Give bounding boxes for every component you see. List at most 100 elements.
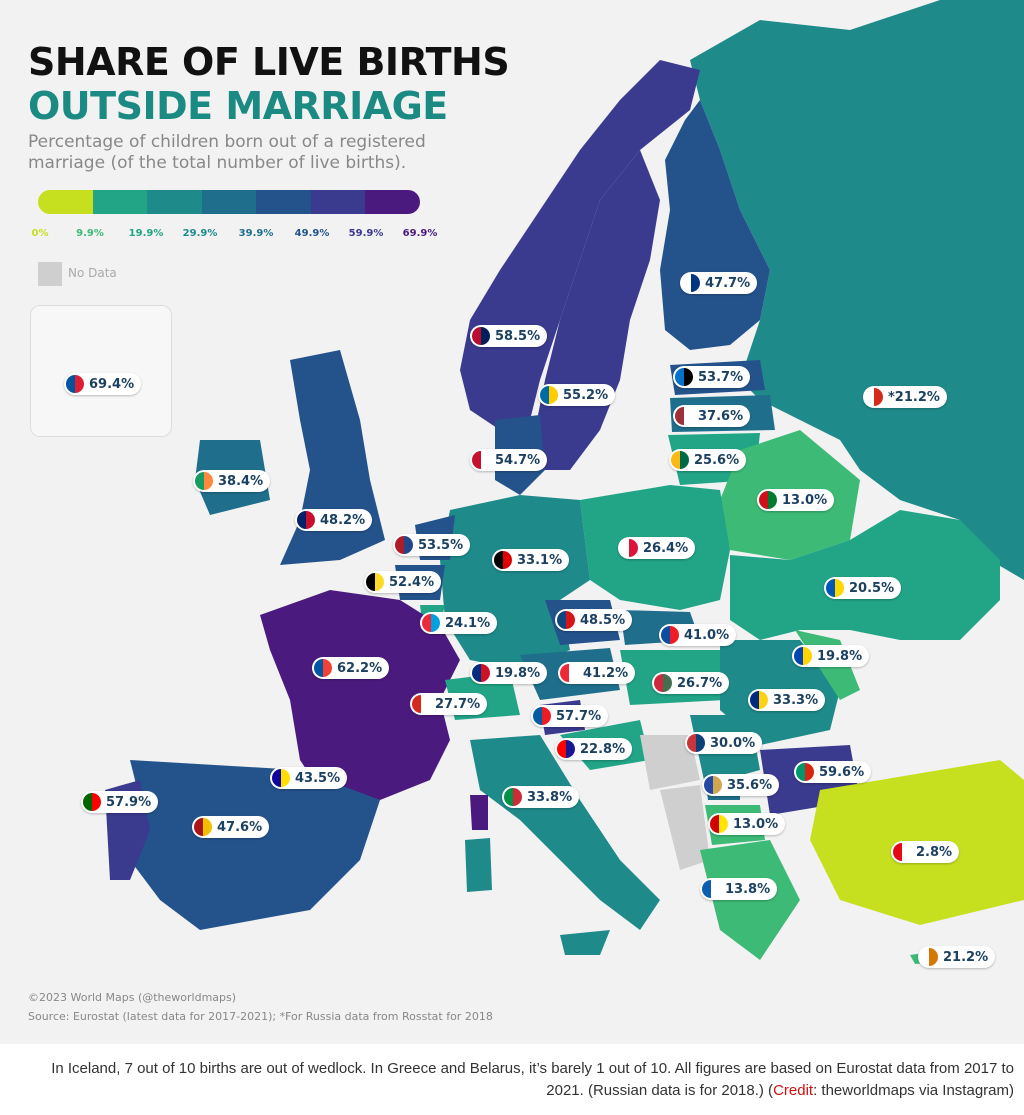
country-value: 37.6% [698, 408, 744, 424]
denmark-flag-icon [472, 451, 490, 469]
country-value: 13.0% [782, 492, 828, 508]
country-label-portugal: 57.9% [81, 791, 159, 813]
country-label-belgium: 52.4% [364, 571, 442, 593]
country-value: 22.8% [580, 741, 626, 757]
country-value: 58.5% [495, 328, 541, 344]
country-label-slovakia: 41.0% [659, 624, 737, 646]
country-value: 35.6% [727, 777, 773, 793]
country-value: 30.0% [710, 735, 756, 751]
country-label-belarus: 13.0% [757, 489, 835, 511]
country-value: 43.5% [295, 770, 341, 786]
country-value: 57.9% [106, 794, 152, 810]
country-label-ireland: 38.4% [193, 470, 271, 492]
country-label-germany: 33.1% [492, 549, 570, 571]
region-united-kingdom [280, 350, 385, 565]
country-value: 53.5% [418, 537, 464, 553]
moldova-flag-icon [794, 647, 812, 665]
legend-tick-label: 19.9% [128, 228, 164, 239]
country-value: 13.0% [733, 816, 779, 832]
country-value: 47.6% [217, 819, 263, 835]
country-label-norway: 58.5% [470, 325, 548, 347]
ireland-flag-icon [195, 472, 213, 490]
credit-line-1: ©2023 World Maps (@theworldmaps) [28, 991, 237, 1004]
country-label-liechtenstein: 19.8% [470, 662, 548, 684]
country-label-andorra: 43.5% [270, 767, 348, 789]
ukraine-flag-icon [826, 579, 844, 597]
belgium-flag-icon [366, 573, 384, 591]
latvia-flag-icon [675, 407, 693, 425]
country-label-bulgaria: 59.6% [794, 761, 872, 783]
country-value: 55.2% [563, 387, 609, 403]
finland-flag-icon [682, 274, 700, 292]
legend-segment [147, 190, 202, 214]
country-label-iceland: 69.4% [64, 373, 142, 395]
country-value: 25.6% [694, 452, 740, 468]
austria-flag-icon [560, 664, 578, 682]
region-montenegro-albania [660, 785, 710, 870]
switzerland-flag-icon [412, 695, 430, 713]
country-label-sweden: 55.2% [538, 384, 616, 406]
legend-segment [201, 190, 257, 214]
country-label-moldova: 19.8% [792, 645, 870, 667]
country-label-poland: 26.4% [618, 537, 696, 559]
country-value: 19.8% [495, 665, 541, 681]
country-label-denmark: 54.7% [470, 449, 548, 471]
country-label-croatia: 22.8% [555, 738, 633, 760]
no-data-swatch [38, 262, 62, 286]
title-line-1: SHARE OF LIVE BIRTHS [28, 40, 510, 84]
sweden-flag-icon [540, 386, 558, 404]
country-value: 19.8% [817, 648, 863, 664]
country-value: 62.2% [337, 660, 383, 676]
country-value: 48.5% [580, 612, 626, 628]
country-label-spain: 47.6% [192, 816, 270, 838]
country-value: 57.7% [556, 708, 602, 724]
legend-tick-label: 69.9% [402, 228, 438, 239]
country-value: 27.7% [435, 696, 481, 712]
czechia-flag-icon [557, 611, 575, 629]
serbia-flag-icon [687, 734, 705, 752]
andorra-flag-icon [272, 769, 290, 787]
country-value: 48.2% [320, 512, 366, 528]
iceland-flag-icon [66, 375, 84, 393]
turkey-flag-icon [893, 843, 911, 861]
region-greece [700, 840, 800, 960]
legend-segment [310, 190, 366, 214]
germany-flag-icon [494, 551, 512, 569]
region-bosnia [640, 735, 700, 790]
luxembourg-flag-icon [422, 614, 440, 632]
country-label-north-macedonia: 13.0% [708, 813, 786, 835]
country-label-switzerland: 27.7% [410, 693, 488, 715]
country-value: 52.4% [389, 574, 435, 590]
country-label-slovenia: 57.7% [531, 705, 609, 727]
legend-tick-label: 0% [31, 228, 49, 239]
legend-tick-label: 9.9% [76, 228, 104, 239]
country-value: 54.7% [495, 452, 541, 468]
country-label-turkey: 2.8% [891, 841, 960, 863]
country-label-italy: 33.8% [502, 786, 580, 808]
country-value: 13.8% [725, 881, 771, 897]
liechtenstein-flag-icon [472, 664, 490, 682]
portugal-flag-icon [83, 793, 101, 811]
kosovo-flag-icon [704, 776, 722, 794]
country-label-greece: 13.8% [700, 878, 778, 900]
country-value: 38.4% [218, 473, 264, 489]
legend-segment [38, 190, 93, 214]
caption-credit-source: : theworldmaps via Instagram) [813, 1082, 1014, 1099]
country-label-latvia: 37.6% [673, 405, 751, 427]
legend-segment [365, 190, 421, 214]
iceland-inset-frame [30, 305, 172, 437]
country-value: 26.4% [643, 540, 689, 556]
no-data-label: No Data [68, 266, 117, 280]
country-label-finland: 47.7% [680, 272, 758, 294]
map-card: SHARE OF LIVE BIRTHS OUTSIDE MARRIAGE Pe… [0, 0, 1024, 1044]
country-value: 33.3% [773, 692, 819, 708]
country-label-luxembourg: 24.1% [420, 612, 498, 634]
legend-tick-labels: 0% 9.9% 19.9% 29.9% 39.9% 49.9% 59.9% 69.9% [28, 222, 448, 246]
image-caption: In Iceland, 7 out of 10 births are out o… [20, 1058, 1014, 1102]
country-value: 41.0% [684, 627, 730, 643]
region-sardinia [465, 838, 492, 892]
country-value: 24.1% [445, 615, 491, 631]
region-russia [690, 0, 1024, 580]
region-ukraine [730, 510, 1000, 640]
legend-tick-label: 59.9% [348, 228, 384, 239]
